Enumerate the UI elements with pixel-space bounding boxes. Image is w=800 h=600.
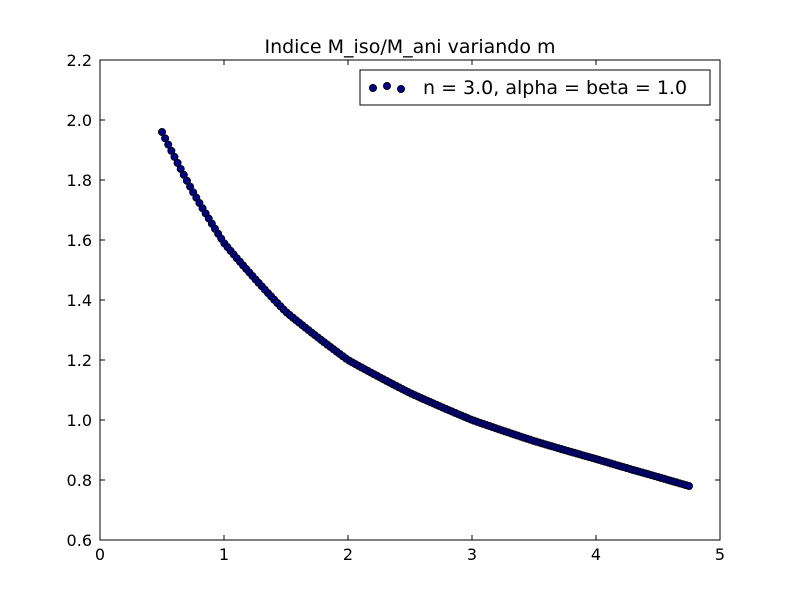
legend-marker bbox=[382, 82, 391, 91]
plot-area bbox=[100, 60, 720, 540]
x-tick-label: 3 bbox=[467, 545, 477, 564]
data-point bbox=[161, 134, 170, 143]
legend: n = 3.0, alpha = beta = 1.0 bbox=[359, 69, 711, 106]
data-points bbox=[157, 127, 694, 490]
data-point bbox=[157, 127, 166, 136]
x-tick-label: 5 bbox=[715, 545, 725, 564]
data-point bbox=[167, 146, 176, 155]
y-tick-label: 1.8 bbox=[67, 171, 92, 190]
x-tick-label: 4 bbox=[591, 545, 601, 564]
y-tick-label: 0.6 bbox=[67, 531, 92, 550]
x-tick-label: 2 bbox=[343, 545, 353, 564]
x-tick-label: 1 bbox=[219, 545, 229, 564]
data-point bbox=[164, 140, 173, 149]
x-tick-label: 0 bbox=[95, 545, 105, 564]
y-tick-label: 1.0 bbox=[67, 411, 92, 430]
chart-title: Indice M_iso/M_ani variando m bbox=[264, 36, 555, 58]
data-point bbox=[685, 481, 694, 490]
y-tick-label: 1.4 bbox=[67, 291, 92, 310]
legend-marker bbox=[368, 84, 377, 93]
legend-label: n = 3.0, alpha = beta = 1.0 bbox=[423, 77, 687, 99]
y-tick-label: 1.6 bbox=[67, 231, 92, 250]
y-tick-label: 2.2 bbox=[67, 51, 92, 70]
y-tick-label: 1.2 bbox=[67, 351, 92, 370]
y-tick-label: 2.0 bbox=[67, 111, 92, 130]
legend-box bbox=[359, 69, 711, 106]
legend-marker bbox=[396, 85, 405, 94]
axes-frame bbox=[99, 59, 721, 541]
axis-tick-labels: 0 1 2 3 4 5 0.6 0.8 1.0 1.2 1.4 1.6 1.8 2.0 2.2 bbox=[67, 51, 726, 564]
y-tick-label: 0.8 bbox=[67, 471, 92, 490]
